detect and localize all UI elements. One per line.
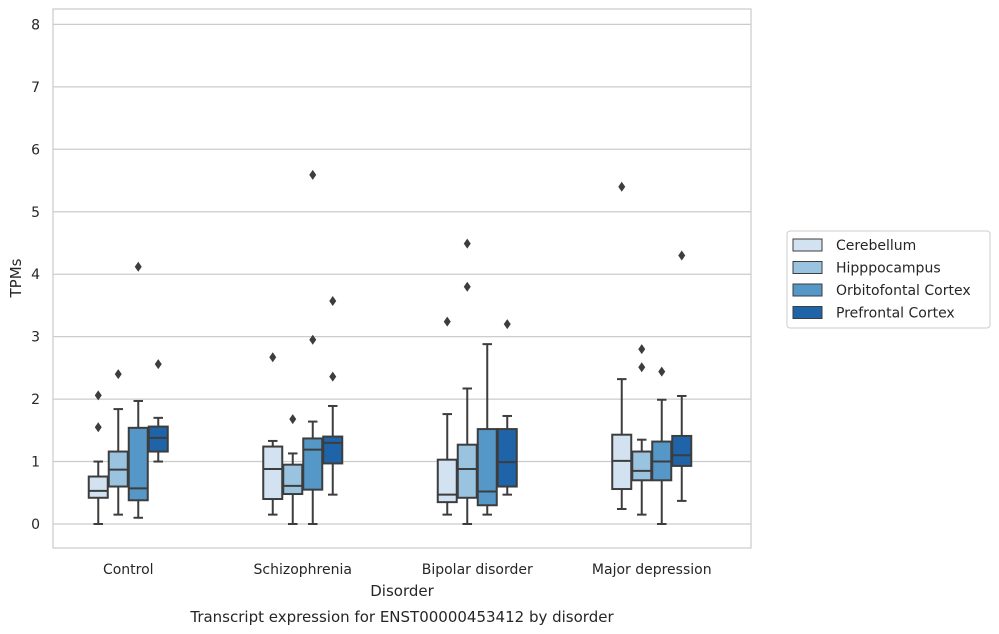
outlier-point xyxy=(638,362,646,373)
box-prefrontal-cortex xyxy=(322,296,344,496)
box-iqr xyxy=(456,443,478,499)
box-cerebellum xyxy=(262,352,284,516)
outlier-point xyxy=(289,414,297,425)
grid-lines xyxy=(53,23,751,525)
outlier-point xyxy=(94,390,102,401)
y-tick-label: 0 xyxy=(31,517,40,533)
outlier-point xyxy=(309,169,317,180)
legend-label: Hipppocampus xyxy=(836,261,941,277)
outlier-point xyxy=(463,238,471,249)
box-iqr xyxy=(631,450,653,482)
y-tick-label: 6 xyxy=(31,142,40,158)
box-series xyxy=(87,169,693,525)
box-orbitofontal-cortex xyxy=(302,169,324,525)
legend-label: Cerebellum xyxy=(836,238,916,254)
outlier-point xyxy=(678,250,686,261)
chart-title: Transcript expression for ENST0000045341… xyxy=(189,608,614,626)
outlier-point xyxy=(309,334,317,345)
y-tick-label: 8 xyxy=(31,17,40,33)
box-cerebellum xyxy=(87,390,109,525)
box-cerebellum xyxy=(611,181,633,511)
y-tick-label: 5 xyxy=(31,205,40,221)
box-iqr xyxy=(436,458,458,504)
plot-frame xyxy=(52,8,752,549)
legend-label: Prefrontal Cortex xyxy=(836,306,955,322)
legend-frame xyxy=(786,230,991,329)
outlier-point xyxy=(114,369,122,380)
outlier-point xyxy=(134,261,142,272)
box-orbitofontal-cortex xyxy=(476,343,498,516)
box-orbitofontal-cortex xyxy=(651,366,673,525)
box-iqr xyxy=(671,434,693,467)
x-tick-labels: Control Schizophrenia Bipolar disorder Majo… xyxy=(103,562,712,578)
box-iqr xyxy=(476,428,498,507)
outlier-point xyxy=(94,422,102,433)
box-iqr xyxy=(302,437,324,491)
box-hipppocampus xyxy=(107,369,129,516)
box-iqr xyxy=(496,428,518,488)
box-prefrontal-cortex xyxy=(671,250,693,502)
box-iqr xyxy=(147,425,169,453)
legend-swatch xyxy=(792,261,823,274)
outlier-point xyxy=(154,359,162,370)
outlier-point xyxy=(463,281,471,292)
outlier-point xyxy=(443,316,451,327)
legend: Cerebellum Hipppocampus Orbitofontal Corte… xyxy=(786,230,991,329)
legend-label: Orbitofontal Cortex xyxy=(836,283,971,299)
y-axis-label: TPMs xyxy=(7,258,25,298)
x-tick-label: Schizophrenia xyxy=(254,562,352,578)
y-tick-label: 7 xyxy=(31,80,40,96)
x-tick-label: Major depression xyxy=(592,562,712,578)
y-tick-label: 2 xyxy=(31,392,40,408)
box-iqr xyxy=(262,445,284,501)
legend-swatch xyxy=(792,283,823,297)
y-tick-label: 1 xyxy=(31,455,40,471)
y-tick-label: 3 xyxy=(31,330,40,346)
box-hipppocampus xyxy=(631,344,653,516)
box-cerebellum xyxy=(436,316,458,516)
outlier-point xyxy=(269,352,277,363)
box-iqr xyxy=(322,435,344,465)
outlier-point xyxy=(658,366,666,377)
box-iqr xyxy=(87,475,109,499)
box-iqr xyxy=(127,426,149,502)
x-tick-label: Bipolar disorder xyxy=(422,562,533,578)
box-hipppocampus xyxy=(456,238,478,525)
box-iqr xyxy=(282,463,304,496)
outlier-point xyxy=(638,344,646,355)
outlier-point xyxy=(503,319,511,330)
x-axis-label: Disorder xyxy=(370,582,434,600)
x-tick-label: Control xyxy=(103,562,154,578)
outlier-point xyxy=(329,296,337,307)
y-tick-label: 4 xyxy=(31,267,40,283)
legend-swatch xyxy=(792,306,823,319)
outlier-point xyxy=(618,181,626,192)
y-tick-labels: 0 1 2 3 4 5 6 7 8 xyxy=(31,17,40,533)
outlier-point xyxy=(329,371,337,382)
legend-swatch xyxy=(792,238,823,252)
box-prefrontal-cortex xyxy=(496,319,518,496)
box-orbitofontal-cortex xyxy=(127,261,149,519)
box-prefrontal-cortex xyxy=(147,359,169,463)
box-hipppocampus xyxy=(282,414,304,525)
